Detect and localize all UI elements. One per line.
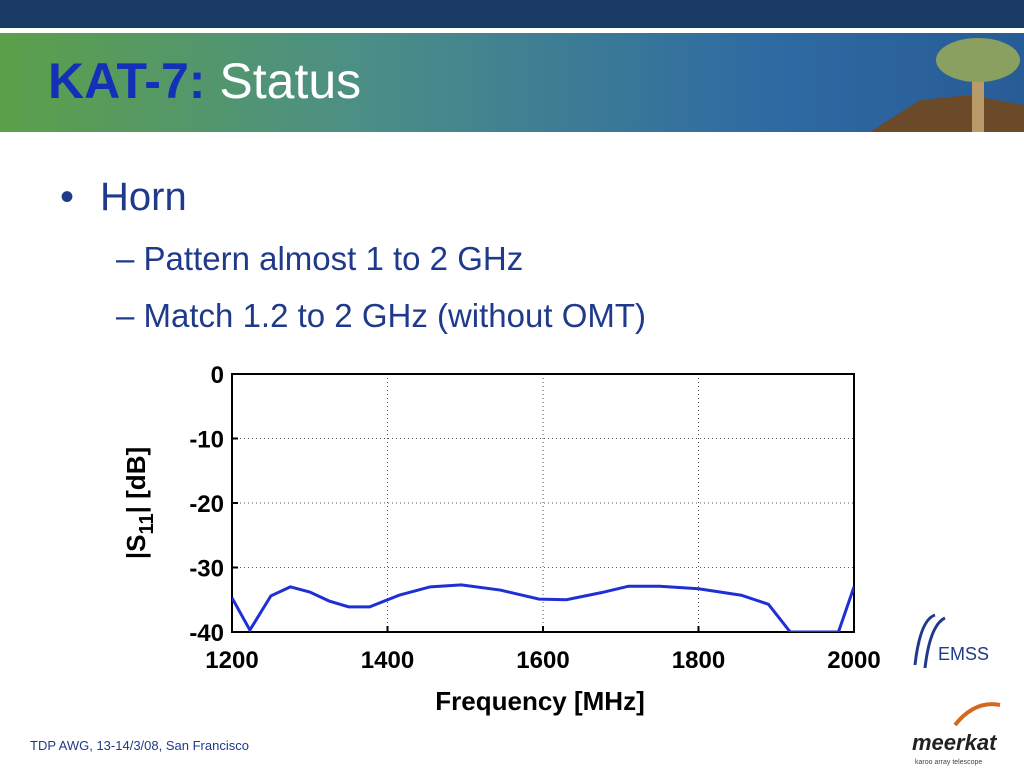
sub-bullet: – Match 1.2 to 2 GHz (without OMT) [116, 297, 646, 334]
plot-frame [231, 373, 855, 633]
x-axis-label: Frequency [MHz] [435, 686, 644, 716]
x-tick-label: 1800 [672, 647, 725, 674]
title: KAT-7: Status [48, 53, 361, 109]
data-line [232, 583, 854, 632]
y-tick-label: -40 [189, 620, 224, 647]
meerkat-logo: meerkat karoo array telescope [912, 702, 1001, 766]
emss-logo: EMSS [913, 613, 989, 669]
svg-text:EMSS: EMSS [938, 644, 989, 664]
svg-text:meerkat: meerkat [912, 730, 998, 755]
header-band [0, 33, 1024, 132]
bullet: Horn [100, 175, 187, 219]
x-tick-label: 2000 [827, 647, 880, 674]
top-stripe [0, 0, 1024, 28]
y-tick-label: -20 [189, 491, 224, 518]
bullet-dot: • [60, 175, 74, 219]
svg-text:karoo array telescope: karoo array telescope [915, 759, 982, 766]
footer-note: TDP AWG, 13-14/3/08, San Francisco [30, 738, 249, 753]
x-tick-label: 1400 [361, 647, 414, 674]
y-axis-label: |S11| [dB] [121, 447, 158, 559]
y-tick-label: 0 [211, 362, 224, 389]
x-tick-label: 1200 [205, 647, 258, 674]
header-photo [870, 38, 1024, 132]
sub-bullet: – Pattern almost 1 to 2 GHz [116, 240, 523, 277]
y-tick-label: -10 [189, 427, 224, 454]
x-tick-label: 1600 [516, 647, 569, 674]
y-tick-label: -30 [189, 556, 224, 583]
